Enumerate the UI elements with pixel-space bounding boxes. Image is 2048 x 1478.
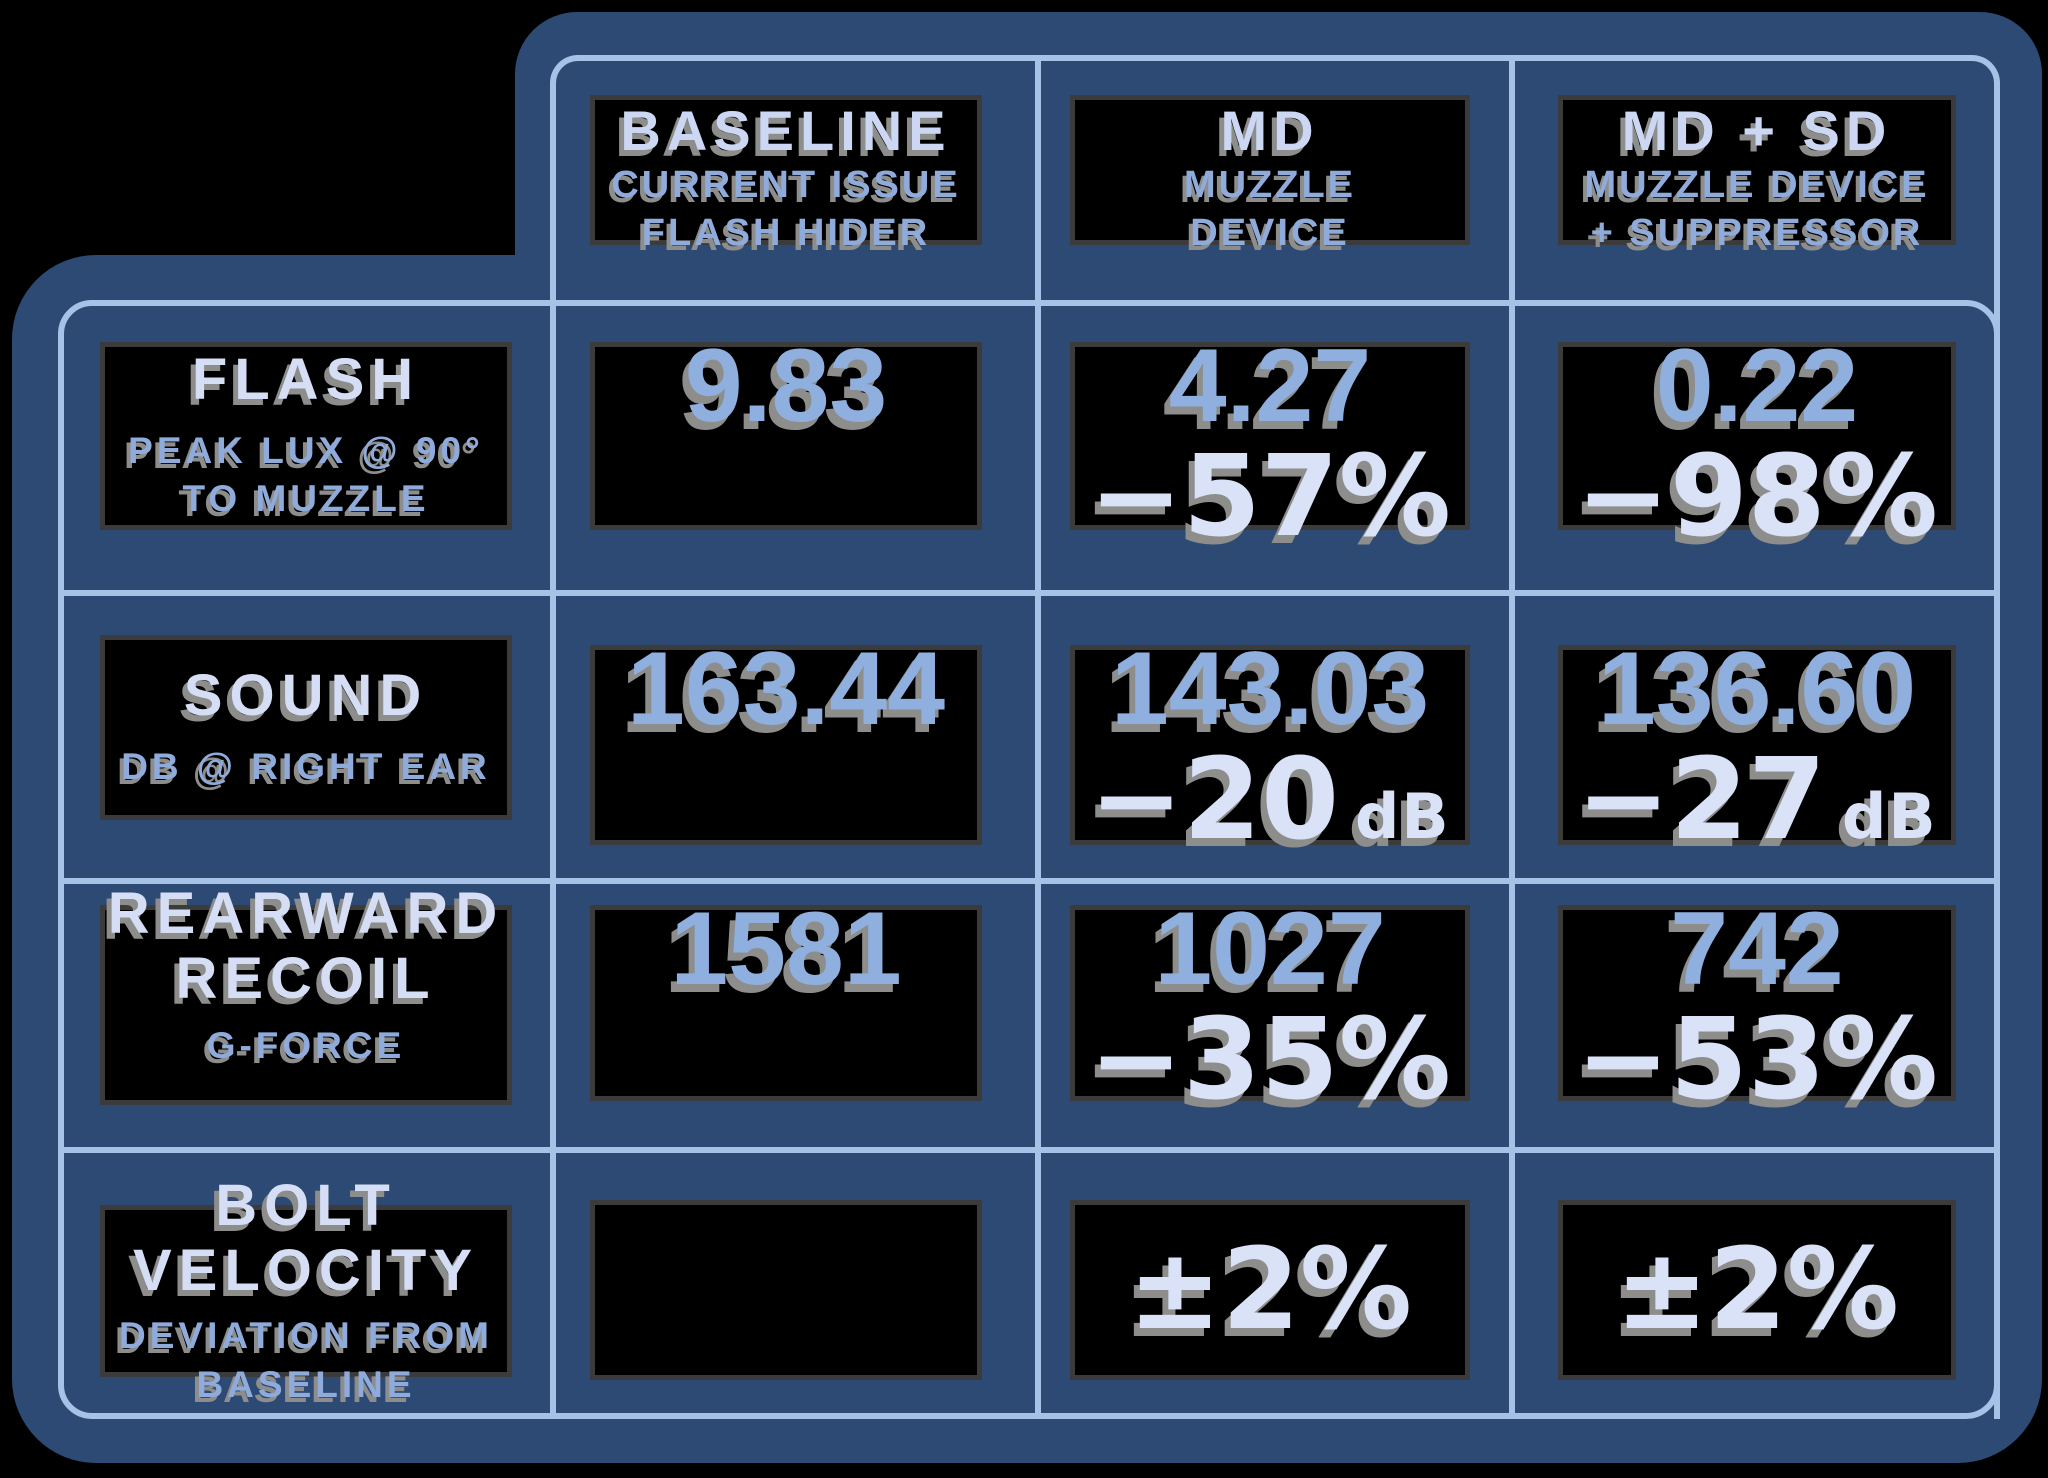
- cell-delta-unit: dB: [1842, 779, 1938, 853]
- column-title: BASELINE: [620, 99, 952, 162]
- cell-flash-md-sd: 0.22 −98%: [1558, 328, 1956, 553]
- cell-value: 9.83: [684, 328, 888, 444]
- row-subtitle: DEVIATION FROM BASELINE: [119, 1312, 493, 1410]
- cell-bolt-velocity-md-sd: ±2%: [1558, 1200, 1956, 1380]
- column-title: MD: [1220, 99, 1320, 162]
- cell-delta: −35%: [1089, 994, 1451, 1125]
- cell-sound-md: 143.03 −20 dB: [1070, 631, 1470, 856]
- cell-delta: −20 dB: [1089, 734, 1451, 865]
- cell-sound-md-sd: 136.60 −27 dB: [1558, 631, 1956, 856]
- cell-recoil-md-sd: 742 −53%: [1558, 891, 1956, 1116]
- column-header-md: MD MUZZLE DEVICE: [1070, 95, 1470, 254]
- column-header-baseline: BASELINE CURRENT ISSUE FLASH HIDER: [590, 95, 982, 254]
- column-subtitle-line: DEVICE: [1190, 212, 1350, 255]
- grid-vline-baseline-md: [1035, 55, 1041, 1419]
- cell-recoil-baseline: 1581: [590, 891, 982, 1101]
- row-title-line: FLASH: [191, 346, 421, 412]
- cell-delta-value: −20: [1089, 734, 1340, 865]
- row-label-flash: FLASH PEAK LUX @ 90° TO MUZZLE: [100, 342, 512, 530]
- row-subtitle-line: PEAK LUX @ 90°: [128, 429, 484, 471]
- row-subtitle-line: BASELINE: [196, 1363, 416, 1405]
- cell-delta: ±2%: [1128, 1224, 1412, 1355]
- row-title: SOUND: [183, 662, 429, 729]
- column-header-md-sd: MD + SD MUZZLE DEVICE + SUPPRESSOR: [1558, 95, 1956, 254]
- cell-delta: −53%: [1576, 994, 1938, 1125]
- cell-value: 4.27: [1168, 328, 1372, 444]
- row-subtitle-line: TO MUZZLE: [182, 478, 430, 520]
- grid-hline-row3-row4: [58, 1147, 2000, 1153]
- row-title-line: REARWARD: [107, 881, 505, 946]
- column-subtitle-line: FLASH HIDER: [641, 212, 931, 255]
- cell-value: 742: [1670, 891, 1844, 1007]
- cell-bolt-velocity-md: ±2%: [1070, 1200, 1470, 1380]
- cell-delta: −27 dB: [1576, 734, 1938, 865]
- row-title-line: RECOIL: [175, 945, 437, 1011]
- row-title-line: BOLT: [215, 1173, 397, 1238]
- row-title-line: SOUND: [183, 662, 429, 728]
- cell-value: 136.60: [1597, 631, 1917, 747]
- row-subtitle: PEAK LUX @ 90° TO MUZZLE: [128, 427, 484, 525]
- row-title: FLASH: [191, 346, 421, 413]
- cell-value: 143.03: [1110, 631, 1430, 747]
- cell-sound-baseline: 163.44: [590, 631, 982, 845]
- row-subtitle-line: DEVIATION FROM: [119, 1314, 493, 1356]
- column-subtitle-line: CURRENT ISSUE: [611, 163, 961, 206]
- cell-value: 1027: [1154, 891, 1386, 1007]
- column-subtitle-line: + SUPPRESSOR: [1590, 212, 1924, 255]
- row-title: REARWARD RECOIL: [107, 881, 505, 1012]
- cell-flash-baseline: 9.83: [590, 328, 982, 530]
- row-title-line: VELOCITY: [132, 1237, 480, 1303]
- cell-bolt-velocity-baseline: [590, 1200, 982, 1380]
- cell-delta: ±2%: [1615, 1224, 1899, 1355]
- row-subtitle-line: G-FORCE: [206, 1024, 406, 1066]
- row-subtitle: G-FORCE: [207, 1022, 406, 1071]
- column-subtitle-line: MUZZLE DEVICE: [1584, 163, 1930, 206]
- cell-delta-value: −27: [1576, 734, 1827, 865]
- column-subtitle-line: MUZZLE: [1183, 163, 1357, 206]
- cell-value: 163.44: [626, 631, 946, 747]
- grid-hline-row2-row3: [58, 878, 2000, 884]
- row-label-sound: SOUND DB @ RIGHT EAR: [100, 635, 512, 820]
- cell-delta-unit: dB: [1355, 779, 1451, 853]
- row-label-bolt-velocity: BOLT VELOCITY DEVIATION FROM BASELINE: [100, 1173, 512, 1405]
- cell-delta: −57%: [1089, 431, 1451, 562]
- row-subtitle-line: DB @ RIGHT EAR: [121, 745, 491, 787]
- row-title: BOLT VELOCITY: [132, 1173, 480, 1304]
- cell-recoil-md: 1027 −35%: [1070, 891, 1470, 1116]
- body-outline: [58, 300, 2000, 1419]
- cell-flash-md: 4.27 −57%: [1070, 328, 1470, 553]
- column-title: MD + SD: [1621, 99, 1893, 162]
- row-subtitle: DB @ RIGHT EAR: [121, 743, 491, 792]
- grid-hline-row1-row2: [58, 590, 2000, 596]
- cell-delta: −98%: [1576, 431, 1938, 562]
- row-label-rearward-recoil: REARWARD RECOIL G-FORCE: [100, 881, 512, 1105]
- cell-value: 0.22: [1655, 328, 1859, 444]
- cell-value: 1581: [670, 891, 902, 1007]
- grid-vline-md-mdsd: [1509, 55, 1515, 1419]
